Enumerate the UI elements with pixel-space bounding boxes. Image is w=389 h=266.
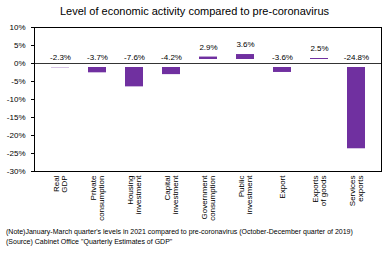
- svg-text:Privateconsumption: Privateconsumption: [89, 175, 106, 221]
- svg-text:-30%: -30%: [7, 167, 26, 176]
- svg-text:2.9%: 2.9%: [199, 43, 217, 52]
- svg-text:Publicinvestment: Publicinvestment: [237, 175, 254, 214]
- svg-text:2.5%: 2.5%: [310, 44, 328, 53]
- svg-text:Housinginvestment: Housinginvestment: [126, 175, 143, 214]
- svg-text:-4.2%: -4.2%: [161, 53, 182, 62]
- svg-text:5%: 5%: [14, 41, 26, 50]
- svg-text:3.6%: 3.6%: [236, 40, 254, 49]
- html-text:(Source) Cabinet Office "Quart: (Source) Cabinet Office "Quarterly Estim…: [6, 238, 173, 245]
- svg-text:RealGDP: RealGDP: [52, 175, 69, 193]
- svg-text:-7.6%: -7.6%: [124, 53, 145, 62]
- svg-text:Capitalinvestment: Capitalinvestment: [163, 175, 180, 214]
- svg-text:Exportsof goods: Exportsof goods: [311, 176, 328, 207]
- svg-text:Governmentconsumption: Governmentconsumption: [200, 175, 217, 221]
- svg-text:-10%: -10%: [7, 95, 26, 104]
- svg-text:-15%: -15%: [7, 113, 26, 122]
- svg-text:-3.6%: -3.6%: [272, 53, 293, 62]
- svg-text:-20%: -20%: [7, 131, 26, 140]
- svg-text:-5%: -5%: [11, 77, 25, 86]
- svg-text:0%: 0%: [14, 59, 26, 68]
- html-text:Level of economic activity com: Level of economic activity compared to p…: [60, 5, 329, 17]
- svg-text:-24.8%: -24.8%: [344, 53, 369, 62]
- svg-text:-25%: -25%: [7, 149, 26, 158]
- svg-text:-3.7%: -3.7%: [87, 53, 108, 62]
- svg-text:Export: Export: [278, 175, 287, 199]
- svg-text:-2.3%: -2.3%: [50, 53, 71, 62]
- svg-text:Servicesexports: Servicesexports: [348, 176, 365, 207]
- svg-text:10%: 10%: [9, 23, 25, 32]
- html-text:(Note)January-March quarter's: (Note)January-March quarter's levels in …: [6, 228, 353, 235]
